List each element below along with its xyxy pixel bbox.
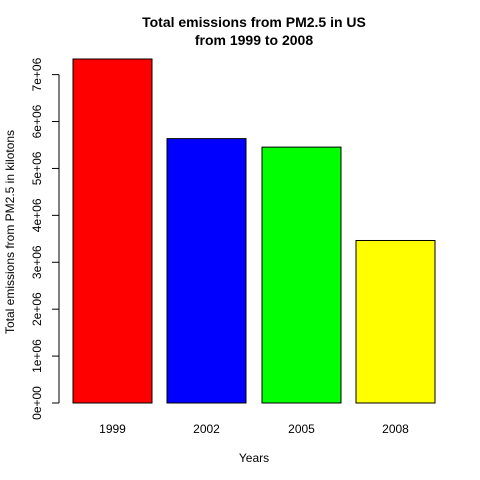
y-axis: 0e+00 1e+06 2e+06 3e+06 4e+06 5e+06 6e+06 7e+06: [30, 57, 60, 420]
y-tick-label: 0e+00: [30, 386, 44, 420]
x-tick-label-2002: 2002: [193, 422, 220, 436]
bar-2002: [166, 138, 247, 404]
x-tick-labels: 1999 2002 2005 2008: [99, 422, 409, 436]
bars-group: [72, 58, 436, 404]
x-tick-label-2008: 2008: [382, 422, 409, 436]
x-tick-label-2005: 2005: [288, 422, 315, 436]
chart-title-line1: Total emissions from PM2.5 in US: [142, 14, 366, 30]
y-tick-label: 4e+06: [30, 198, 44, 232]
y-tick-label: 7e+06: [30, 57, 44, 91]
bar-2008: [355, 239, 436, 404]
y-tick-label: 1e+06: [30, 339, 44, 373]
y-tick-label: 5e+06: [30, 151, 44, 185]
bar-2005: [261, 146, 342, 404]
x-axis-label: Years: [239, 451, 269, 465]
y-tick-label: 2e+06: [30, 292, 44, 326]
x-tick-label-1999: 1999: [99, 422, 126, 436]
y-axis-label: Total emissions from PM2.5 in kilotons: [3, 130, 17, 334]
chart-title-line2: from 1999 to 2008: [195, 32, 313, 48]
y-tick-label: 3e+06: [30, 245, 44, 279]
y-tick-label: 6e+06: [30, 104, 44, 138]
bar-1999: [72, 58, 153, 404]
